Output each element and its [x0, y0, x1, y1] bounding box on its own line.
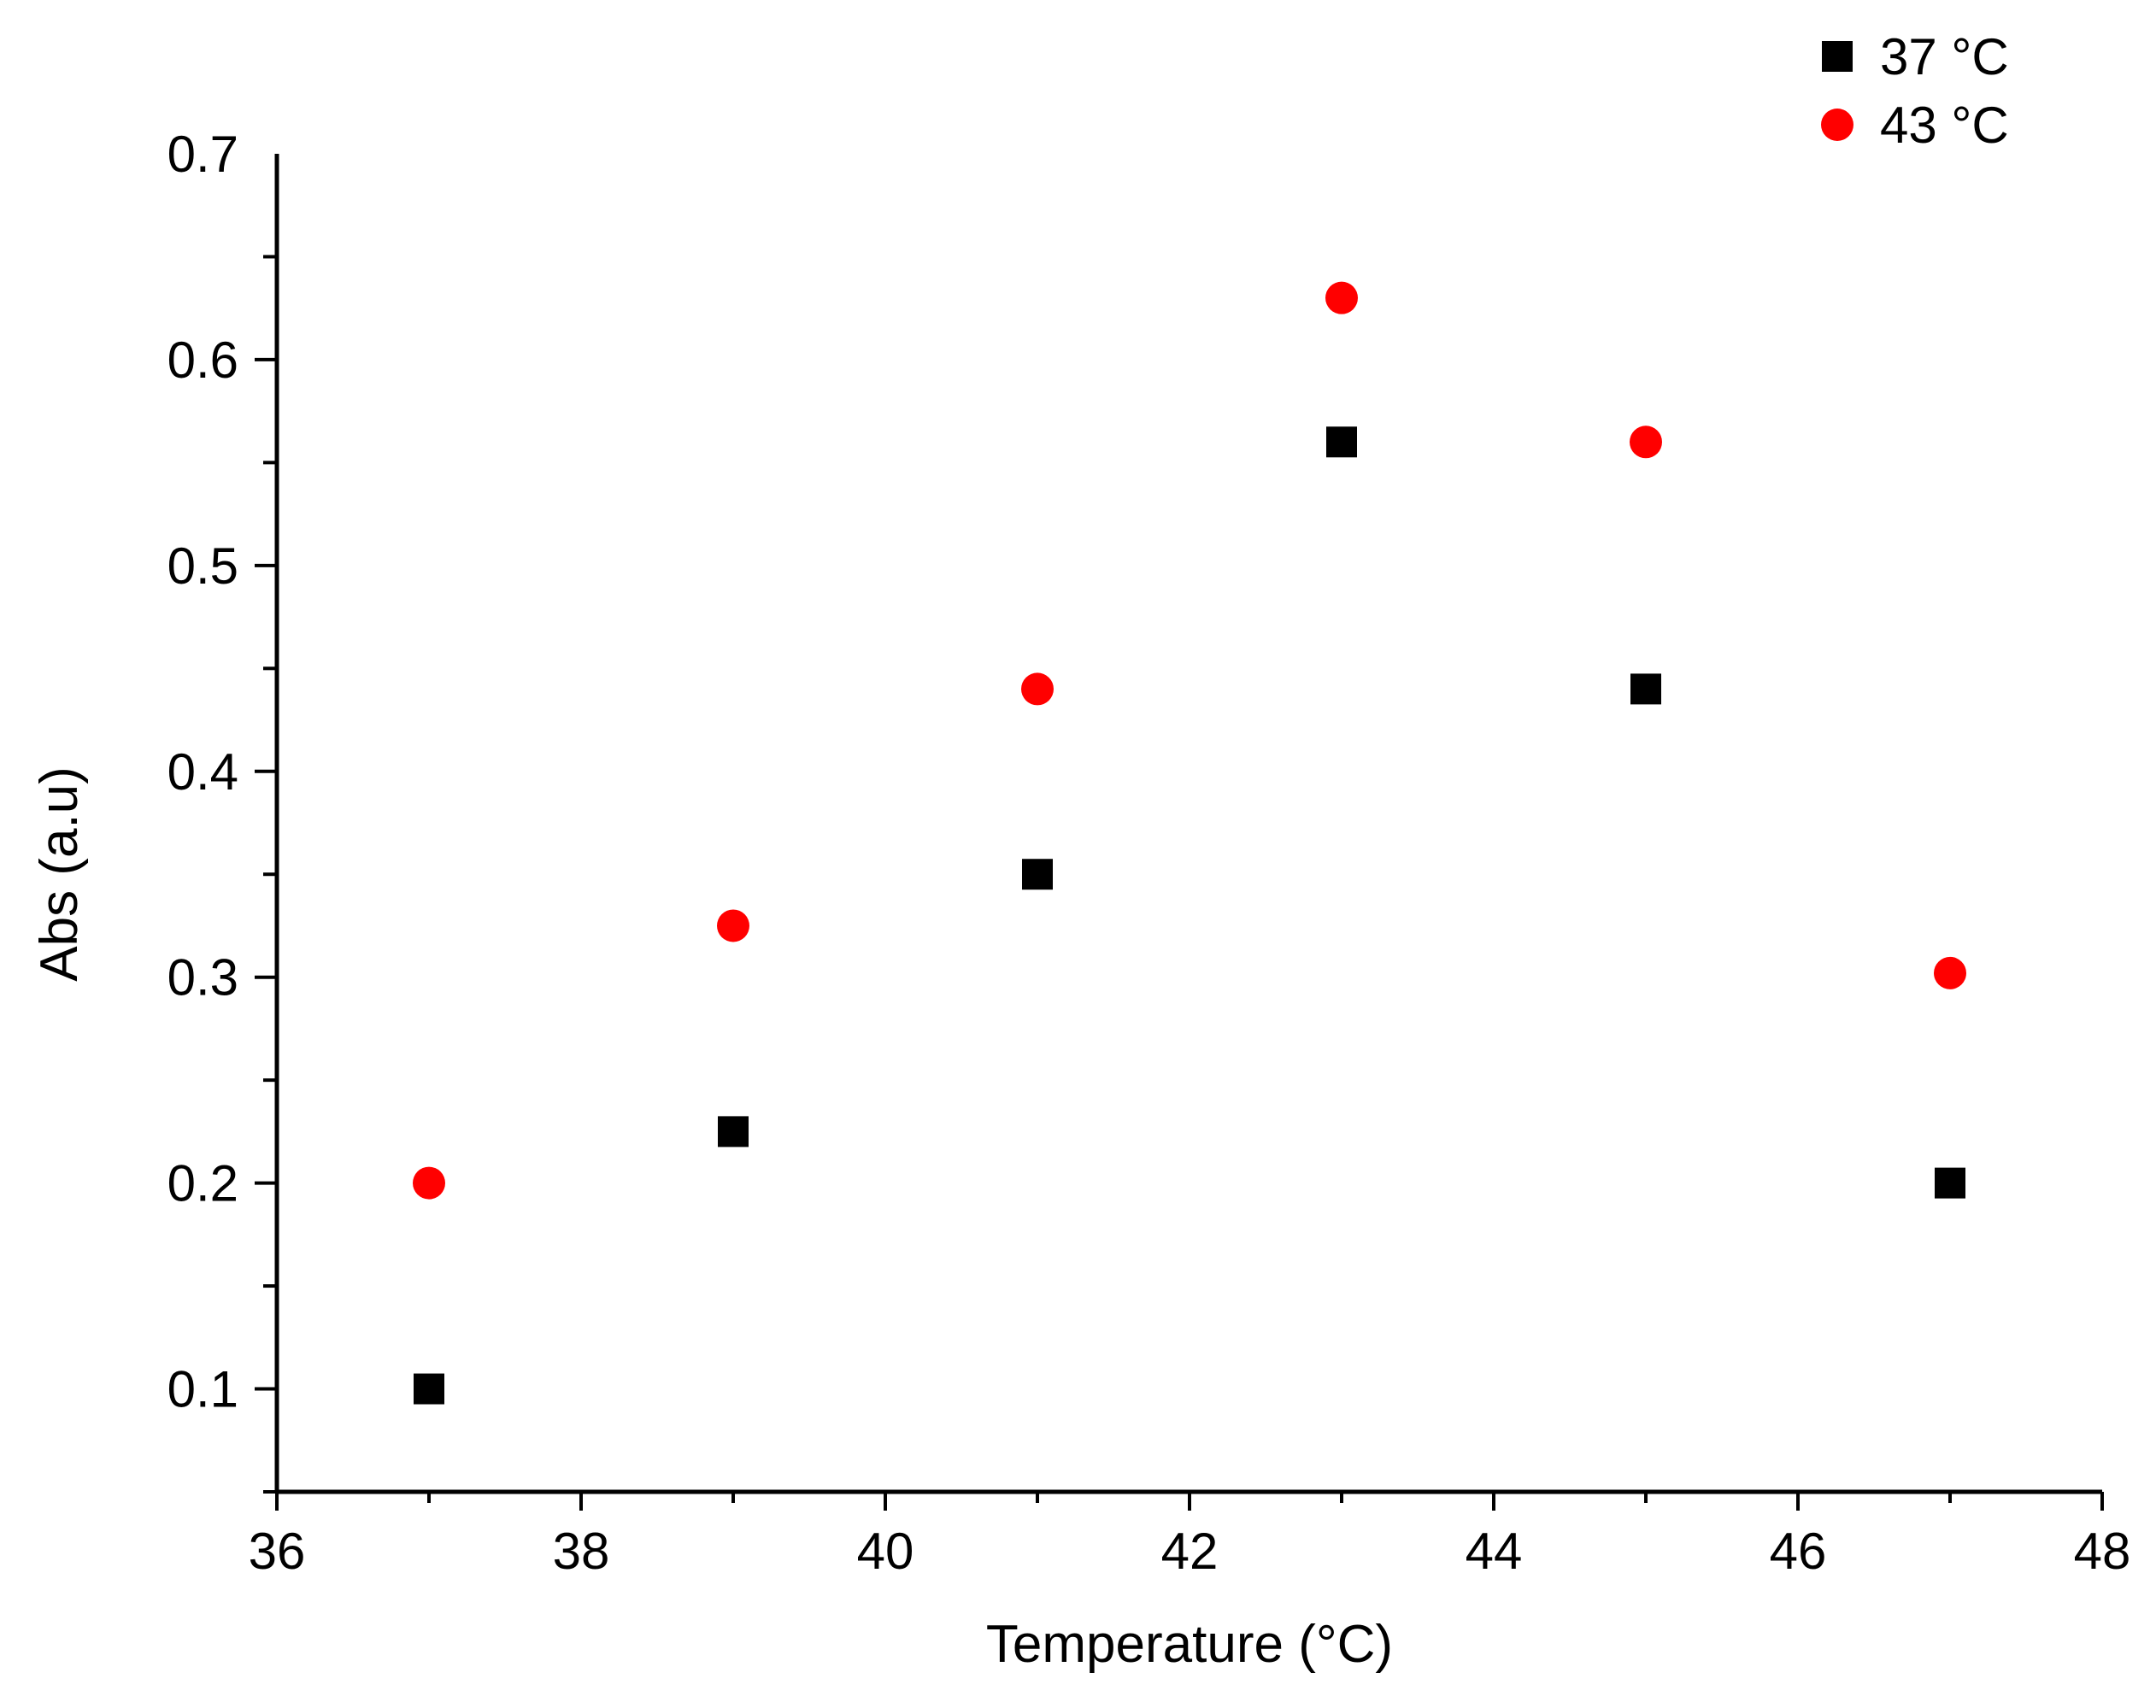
legend-label: 43 °C	[1880, 97, 2009, 154]
data-point-square	[1022, 859, 1053, 890]
legend-marker-square	[1822, 41, 1853, 72]
legend-marker-circle	[1821, 109, 1853, 141]
y-tick-label: 0.5	[167, 537, 238, 595]
y-tick-label: 0.2	[167, 1155, 238, 1212]
data-point-square	[718, 1116, 749, 1147]
data-point-circle	[1934, 956, 1966, 989]
x-tick-label: 40	[857, 1523, 914, 1580]
data-point-circle	[717, 909, 749, 942]
legend-label: 37 °C	[1880, 28, 2009, 85]
x-tick-label: 38	[553, 1523, 610, 1580]
y-tick-label: 0.3	[167, 949, 238, 1007]
x-axis-label: Temperature (°C)	[986, 1615, 1393, 1674]
axes	[274, 154, 2102, 1494]
data-point-circle	[1630, 426, 1662, 459]
y-tick-label: 0.7	[167, 126, 238, 183]
y-tick-label: 0.6	[167, 332, 238, 389]
legend: 37 °C 43 °C	[1821, 28, 2009, 154]
ticks: 36 38 40 42 44 46 48 0.1 0.2 0.3 0.4 0.5 0.6 0.7	[167, 126, 2131, 1580]
x-tick-label: 48	[2074, 1523, 2131, 1580]
data-point-square	[1326, 426, 1357, 458]
data-marks	[413, 281, 1966, 1405]
y-axis-label: Abs (a.u)	[30, 766, 89, 982]
data-point-square	[414, 1373, 444, 1405]
data-point-circle	[413, 1166, 445, 1200]
x-tick-label: 42	[1161, 1523, 1219, 1580]
data-point-square	[1630, 673, 1661, 705]
x-tick-label: 44	[1466, 1523, 1523, 1580]
data-point-circle	[1325, 281, 1358, 314]
data-point-square	[1935, 1167, 1965, 1199]
x-tick-label: 36	[249, 1523, 306, 1580]
x-tick-label: 46	[1770, 1523, 1827, 1580]
data-point-circle	[1021, 672, 1054, 706]
y-tick-label: 0.4	[167, 743, 238, 801]
y-tick-label: 0.1	[167, 1361, 238, 1418]
